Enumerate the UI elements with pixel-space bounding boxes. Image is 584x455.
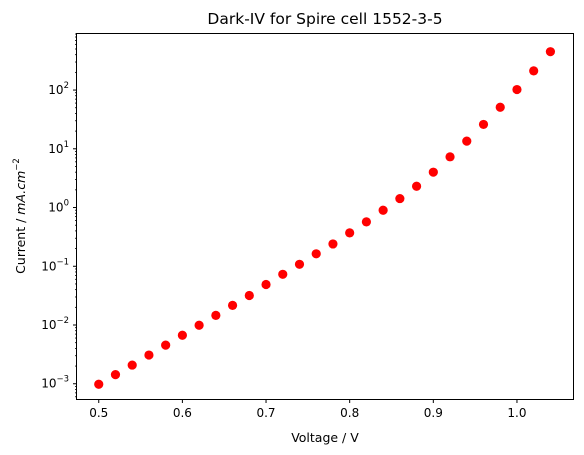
data-point <box>478 119 489 130</box>
data-points <box>94 47 556 389</box>
y-tick-label: 10−1 <box>41 257 69 273</box>
y-tick-exponent: −2 <box>56 316 69 326</box>
plot-frame <box>76 33 574 400</box>
data-point <box>428 167 438 177</box>
y-tick-exponent: −3 <box>56 375 69 385</box>
y-tick-base: 10 <box>48 83 63 97</box>
data-point <box>110 370 121 380</box>
data-point <box>244 290 254 301</box>
data-point <box>194 320 204 330</box>
y-axis-label-exponent: −2 <box>12 158 22 171</box>
data-point <box>227 300 238 310</box>
data-point <box>411 181 422 191</box>
y-tick-label: 10−2 <box>41 316 69 332</box>
data-point <box>328 239 338 249</box>
y-tick-base: 10 <box>41 259 56 273</box>
x-axis: 0.5 0.6 0.7 0.8 0.9 1.0 <box>89 399 527 420</box>
y-tick-label: 102 <box>48 81 69 97</box>
data-point <box>462 136 472 146</box>
x-tick-label: 0.8 <box>340 406 359 420</box>
y-tick-exponent: −1 <box>56 257 69 267</box>
y-axis-label-prefix: Current / <box>13 215 28 274</box>
data-point <box>545 47 556 57</box>
data-point <box>127 360 137 370</box>
data-point <box>361 217 372 227</box>
data-point <box>211 310 221 320</box>
x-tick-label: 0.7 <box>256 406 275 420</box>
y-tick-label: 100 <box>48 199 69 215</box>
y-axis-label: Current / mA.cm−2 <box>12 158 28 274</box>
x-tick-label: 1.0 <box>507 406 526 420</box>
data-point <box>512 84 522 95</box>
y-tick-label: 10−3 <box>41 375 69 391</box>
y-tick-base: 10 <box>48 142 63 156</box>
data-point <box>378 205 388 215</box>
y-tick-base: 10 <box>41 318 56 332</box>
data-point <box>395 193 405 204</box>
data-point <box>294 259 305 269</box>
y-tick-base: 10 <box>41 377 56 391</box>
data-point <box>177 330 187 340</box>
data-point <box>261 279 271 290</box>
x-tick-label: 0.5 <box>89 406 108 420</box>
data-point <box>529 66 539 76</box>
y-tick-exponent: 0 <box>64 199 69 209</box>
plot-area <box>76 33 574 400</box>
y-tick-base: 10 <box>48 201 63 215</box>
y-tick-label: 101 <box>48 140 69 156</box>
y-axis-label-unit: mA.cm <box>13 171 28 215</box>
y-tick-exponent: 1 <box>64 140 69 150</box>
data-point <box>445 152 455 162</box>
data-point <box>278 269 288 279</box>
data-point <box>345 228 355 238</box>
data-point <box>161 340 171 350</box>
x-tick-label: 0.6 <box>173 406 192 420</box>
data-point <box>311 249 321 259</box>
data-point <box>94 379 104 389</box>
data-point <box>495 102 505 112</box>
y-tick-exponent: 2 <box>64 81 69 91</box>
x-axis-label: Voltage / V <box>291 430 359 445</box>
data-point <box>144 350 154 360</box>
x-tick-label: 0.9 <box>424 406 443 420</box>
chart-title: Dark-IV for Spire cell 1552-3-5 <box>207 10 442 28</box>
